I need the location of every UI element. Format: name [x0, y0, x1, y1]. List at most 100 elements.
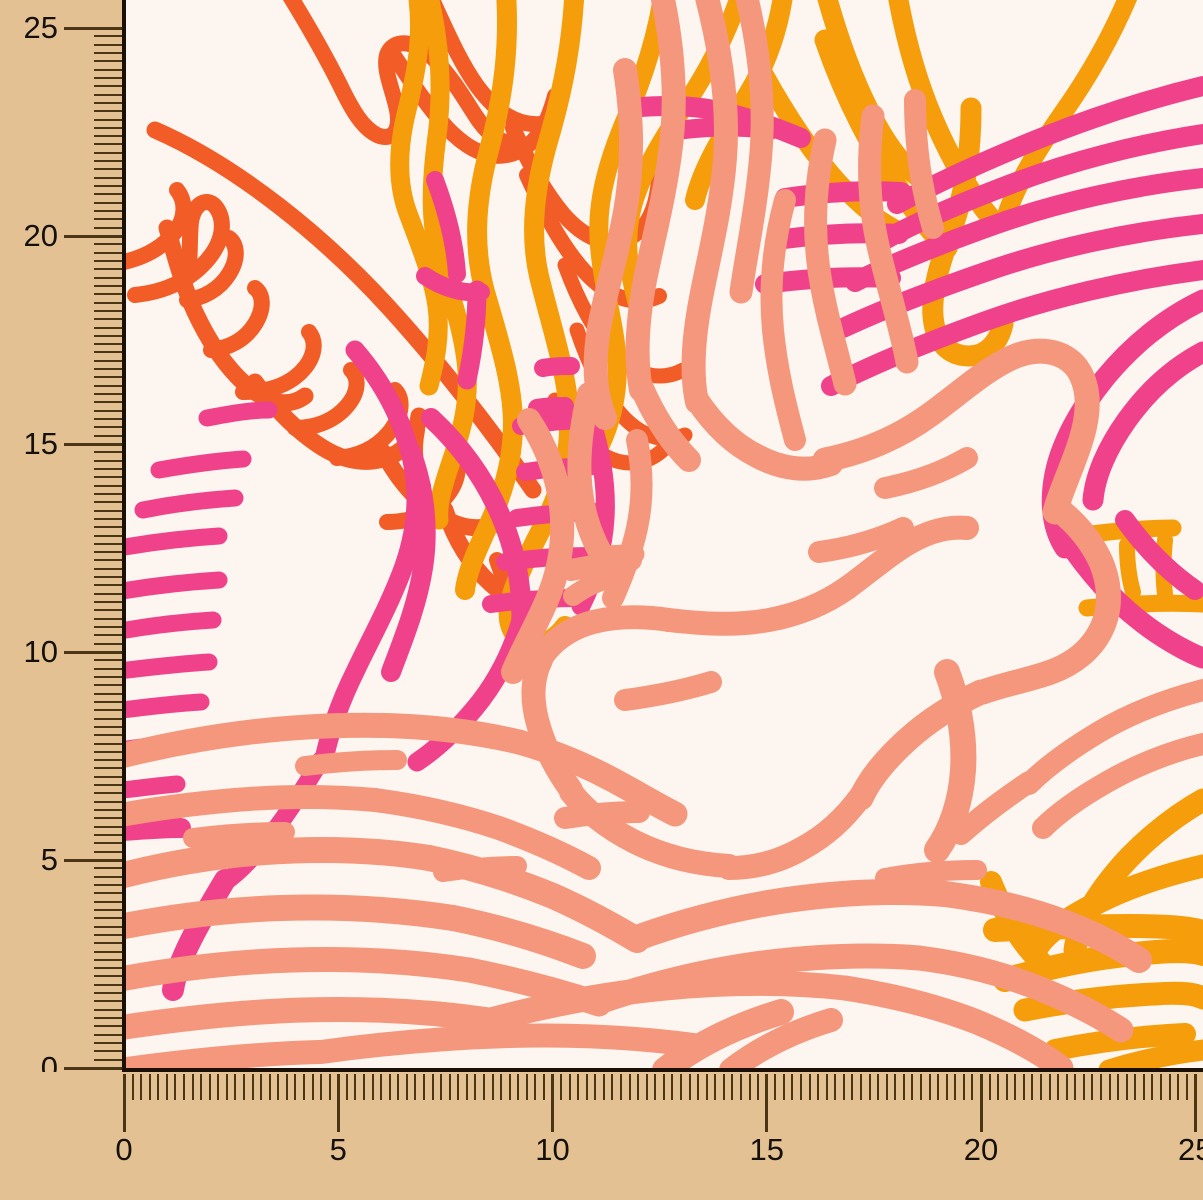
ruler-tick-minor-y — [94, 725, 122, 728]
ruler-tick-minor-y — [94, 434, 122, 437]
ruler-tick-minor-y — [94, 51, 122, 54]
ruler-tick-minor-x — [1177, 1074, 1180, 1100]
ruler-tick-minor-y — [94, 243, 122, 246]
ruler-tick-minor-y — [94, 259, 122, 262]
ruler-tick-minor-y — [94, 293, 122, 296]
ruler-tick-minor-y — [94, 35, 122, 38]
ruler-label-x-15: 15 — [749, 1132, 784, 1167]
ruler-tick-minor-x — [534, 1074, 537, 1100]
ruler-tick-minor-x — [345, 1074, 348, 1100]
ruler-tick-minor-y — [94, 626, 122, 629]
ruler-tick-minor-y — [94, 775, 122, 778]
ruler-tick-minor-x — [740, 1074, 743, 1100]
ruler-tick-minor-x — [1082, 1074, 1085, 1100]
ruler-tick-minor-y — [94, 135, 122, 138]
ruler-tick-minor-y — [94, 85, 122, 88]
ruler-tick-minor-x — [868, 1074, 871, 1100]
ruler-tick-minor-x — [491, 1074, 494, 1100]
ruler-tick-minor-x — [997, 1074, 1000, 1100]
ruler-tick-minor-x — [1168, 1074, 1171, 1100]
ruler-tick-minor-x — [1014, 1074, 1017, 1100]
ruler-tick-minor-x — [800, 1074, 803, 1100]
ruler-label-y-5: 5 — [40, 842, 58, 877]
ruler-tick-minor-y — [94, 700, 122, 703]
ruler-tick-minor-y — [94, 484, 122, 487]
ruler-tick-minor-x — [517, 1074, 520, 1100]
ruler-tick-minor-y — [94, 559, 122, 562]
ruler-tick-minor-y — [94, 975, 122, 978]
ruler-tick-minor-x — [577, 1074, 580, 1100]
ruler-tick-minor-x — [328, 1074, 331, 1100]
ruler-tick-minor-x — [311, 1074, 314, 1100]
ruler-tick-minor-x — [1048, 1074, 1051, 1100]
ruler-tick-minor-y — [94, 759, 122, 762]
ruler-tick-minor-y — [94, 1017, 122, 1020]
ruler-tick-minor-y — [94, 892, 122, 895]
ruler-tick-minor-y — [94, 467, 122, 470]
ruler-tick-minor-y — [94, 93, 122, 96]
ruler-tick-minor-x — [568, 1074, 571, 1100]
ruler-tick-minor-y — [94, 160, 122, 163]
ruler-label-y-25: 25 — [23, 10, 58, 45]
ruler-tick-minor-y — [94, 933, 122, 936]
ruler-tick-minor-y — [94, 1050, 122, 1053]
ruler-tick-minor-y — [94, 517, 122, 520]
ruler-tick-minor-x — [1159, 1074, 1162, 1100]
ruler-tick-major-y — [64, 234, 122, 238]
ruler-tick-minor-x — [1134, 1074, 1137, 1100]
ruler-tick-minor-y — [94, 750, 122, 753]
ruler-tick-minor-y — [94, 1033, 122, 1036]
ruler-tick-minor-x — [397, 1074, 400, 1100]
ruler-tick-minor-y — [94, 118, 122, 121]
ruler-label-y-20: 20 — [23, 218, 58, 253]
ruler-tick-major-x — [979, 1074, 983, 1132]
ruler-tick-minor-x — [645, 1074, 648, 1100]
ruler-tick-minor-y — [94, 343, 122, 346]
ruler-tick-minor-x — [877, 1074, 880, 1100]
ruler-tick-minor-x — [680, 1074, 683, 1100]
ruler-tick-minor-x — [791, 1074, 794, 1100]
ruler-tick-minor-x — [817, 1074, 820, 1100]
ruler-tick-minor-x — [277, 1074, 280, 1100]
ruler-tick-minor-x — [525, 1074, 528, 1100]
ruler-tick-minor-y — [94, 1000, 122, 1003]
ruler-tick-minor-x — [851, 1074, 854, 1100]
ruler-tick-minor-y — [94, 800, 122, 803]
ruler-tick-minor-x — [157, 1074, 160, 1100]
ruler-tick-minor-y — [94, 900, 122, 903]
ruler-tick-minor-y — [94, 60, 122, 63]
ruler-tick-minor-x — [388, 1074, 391, 1100]
ruler-tick-minor-x — [362, 1074, 365, 1100]
ruler-tick-minor-y — [94, 251, 122, 254]
ruler-tick-minor-x — [182, 1074, 185, 1100]
ruler-tick-minor-x — [714, 1074, 717, 1100]
ruler-tick-minor-x — [774, 1074, 777, 1100]
ruler-tick-minor-x — [482, 1074, 485, 1100]
ruler-tick-minor-x — [945, 1074, 948, 1100]
ruler-tick-minor-x — [928, 1074, 931, 1100]
ruler-tick-minor-y — [94, 501, 122, 504]
ruler-label-x-25: 25 — [1178, 1132, 1203, 1167]
ruler-tick-minor-y — [94, 176, 122, 179]
ruler-tick-minor-y — [94, 151, 122, 154]
ruler-tick-minor-y — [94, 168, 122, 171]
ruler-tick-minor-y — [94, 368, 122, 371]
ruler-tick-minor-y — [94, 451, 122, 454]
ruler-tick-minor-y — [94, 983, 122, 986]
ruler-vertical: 0 5 10 15 20 25 — [0, 0, 122, 1083]
ruler-tick-minor-x — [251, 1074, 254, 1100]
ruler-tick-minor-y — [94, 867, 122, 870]
ruler-tick-minor-x — [405, 1074, 408, 1100]
ruler-tick-minor-y — [94, 659, 122, 662]
ruler-tick-minor-x — [234, 1074, 237, 1100]
ruler-tick-minor-y — [94, 68, 122, 71]
ruler-tick-minor-x — [748, 1074, 751, 1100]
ruler-tick-minor-x — [705, 1074, 708, 1100]
ruler-tick-minor-y — [94, 825, 122, 828]
ruler-tick-minor-y — [94, 393, 122, 396]
ruler-tick-minor-y — [94, 401, 122, 404]
ruler-tick-minor-y — [94, 792, 122, 795]
ruler-tick-minor-y — [94, 426, 122, 429]
ruler-tick-minor-x — [354, 1074, 357, 1100]
ruler-tick-minor-y — [94, 617, 122, 620]
